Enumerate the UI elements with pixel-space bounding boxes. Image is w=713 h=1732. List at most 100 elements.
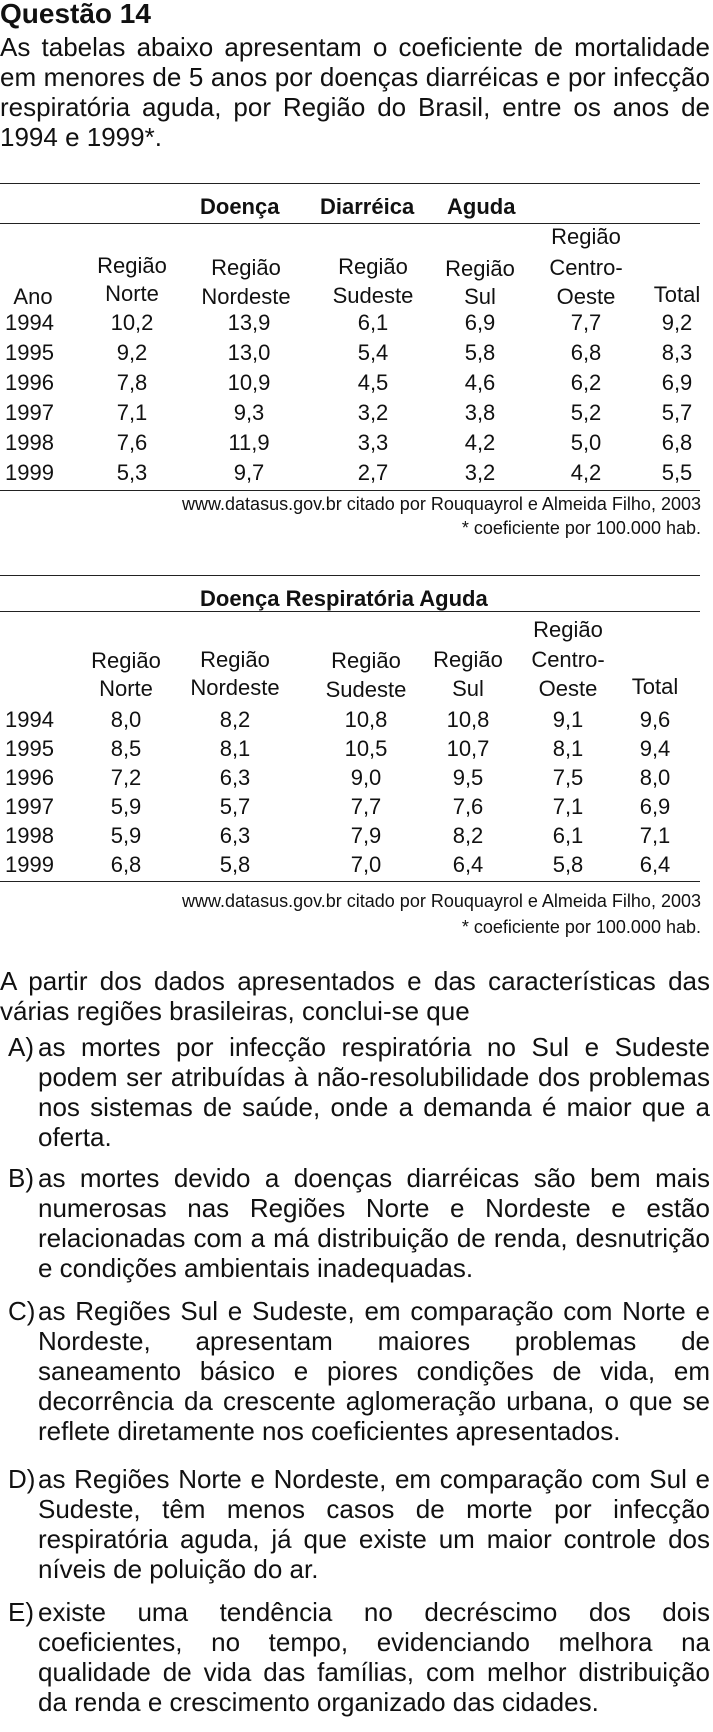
table2-header-total: Total — [631, 674, 679, 699]
table1-caption-1: Doença — [200, 194, 280, 219]
option-e-text: existe uma tendência no decréscimo dos d… — [38, 1597, 710, 1717]
table1-header-ano: Ano — [13, 284, 53, 309]
table2-header-regiao-centro: Região — [533, 617, 603, 642]
table1-bottom-rule — [0, 490, 700, 491]
table1-cell: 7,1 — [116, 400, 148, 425]
table2-cell: 9,4 — [639, 736, 671, 761]
table1-cell: 6,2 — [570, 370, 602, 395]
table2-cell: 9,6 — [639, 707, 671, 732]
table2-cell: 6,8 — [110, 852, 142, 877]
table2-bottom-rule — [0, 881, 700, 882]
table2-row-year: 1999 — [5, 852, 54, 877]
table2-row-year: 1997 — [5, 794, 54, 819]
table1-row-year: 1997 — [5, 400, 54, 425]
table2-cell: 8,1 — [552, 736, 584, 761]
table2-header-regiao-sul: Região — [433, 647, 503, 672]
table1-row-year: 1994 — [5, 310, 54, 335]
table2-caption: Doença Respiratória Aguda — [200, 586, 488, 611]
option-b-letter: B) — [8, 1163, 34, 1193]
table1-header-norte: Norte — [105, 281, 159, 306]
table1-cell: 3,8 — [464, 400, 496, 425]
table2-cell: 10,8 — [446, 707, 490, 732]
table1-cell: 3,2 — [464, 460, 496, 485]
table2-header-sul: Sul — [452, 676, 484, 701]
option-d-letter: D) — [8, 1464, 36, 1494]
table2-cell: 8,1 — [219, 736, 251, 761]
table2-row-year: 1996 — [5, 765, 54, 790]
table1-cell: 10,9 — [227, 370, 271, 395]
table1-header-regiao-sudeste: Região — [338, 254, 408, 279]
table1-cell: 4,2 — [464, 430, 496, 455]
table2-cell: 5,8 — [552, 852, 584, 877]
table2-cell: 6,3 — [219, 765, 251, 790]
table1-row-year: 1998 — [5, 430, 54, 455]
table1-cell: 6,1 — [357, 310, 389, 335]
table1-header-oeste: Oeste — [556, 284, 616, 309]
table2-cell: 7,5 — [552, 765, 584, 790]
table1-cell: 3,2 — [357, 400, 389, 425]
table2-cell: 6,1 — [552, 823, 584, 848]
table2-cell: 6,3 — [219, 823, 251, 848]
table2-header-regiao-sudeste: Região — [331, 648, 401, 673]
table2-cell: 7,1 — [552, 794, 584, 819]
table1-cell: 8,3 — [661, 340, 693, 365]
option-b-text: as mortes devido a doenças diarréicas sã… — [38, 1163, 710, 1283]
table1-caption-2: Diarréica — [320, 194, 415, 219]
table2-cell: 5,7 — [219, 794, 251, 819]
table2-cell: 8,2 — [219, 707, 251, 732]
table1-cell: 7,8 — [116, 370, 148, 395]
table1-header-sul: Sul — [464, 284, 496, 309]
table2-cell: 7,7 — [350, 794, 382, 819]
table2-cell: 7,1 — [639, 823, 671, 848]
option-d-text: as Regiões Norte e Nordeste, em comparaç… — [38, 1464, 710, 1584]
table2-cell: 5,9 — [110, 823, 142, 848]
table2-cell: 10,5 — [344, 736, 388, 761]
table1-cell: 9,7 — [233, 460, 265, 485]
table2-source: www.datasus.gov.br citado por Rouquayrol… — [182, 891, 701, 911]
table2-header-centro: Centro- — [531, 647, 605, 672]
table1-row-year: 1996 — [5, 370, 54, 395]
table1-row-year: 1999 — [5, 460, 54, 485]
table1-cell: 9,2 — [116, 340, 148, 365]
table1-cell: 3,3 — [357, 430, 389, 455]
table1-cell: 6,9 — [464, 310, 496, 335]
option-a-text: as mortes por infecção respiratória no S… — [38, 1032, 710, 1152]
table2-cell: 7,2 — [110, 765, 142, 790]
table2-cell: 9,0 — [350, 765, 382, 790]
table2-header-sudeste: Sudeste — [325, 677, 407, 702]
table2-cell: 5,9 — [110, 794, 142, 819]
table1-cell: 9,3 — [233, 400, 265, 425]
table2-cell: 8,2 — [452, 823, 484, 848]
table1-cell: 6,9 — [661, 370, 693, 395]
table2-cell: 9,5 — [452, 765, 484, 790]
table2-cell: 10,7 — [446, 736, 490, 761]
table2-header-oeste: Oeste — [538, 676, 598, 701]
table1-source: www.datasus.gov.br citado por Rouquayrol… — [182, 494, 701, 514]
table2-row-year: 1995 — [5, 736, 54, 761]
option-a-letter: A) — [8, 1032, 34, 1062]
table2-cell: 8,5 — [110, 736, 142, 761]
table2-header-regiao-nordeste: Região — [200, 647, 270, 672]
table1-caption-3: Aguda — [447, 194, 516, 219]
table2-cell: 6,4 — [452, 852, 484, 877]
table2-cell: 7,6 — [452, 794, 484, 819]
table1-header-regiao-sul: Região — [445, 256, 515, 281]
table2-cell: 6,9 — [639, 794, 671, 819]
table2-top-rule — [0, 575, 700, 576]
table2-cell: 5,8 — [219, 852, 251, 877]
table1-cell: 11,9 — [228, 430, 270, 455]
table1-top-rule — [0, 183, 700, 184]
table2-cell: 7,9 — [350, 823, 382, 848]
table1-cell: 7,6 — [116, 430, 148, 455]
table2-cell: 10,8 — [344, 707, 388, 732]
table1-header-regiao-nordeste: Região — [211, 255, 281, 280]
table2-cell: 6,4 — [639, 852, 671, 877]
table2-header-regiao-norte: Região — [91, 648, 161, 673]
table1-cell: 10,2 — [110, 310, 154, 335]
table2-row-year: 1998 — [5, 823, 54, 848]
question-title: Questão 14 — [0, 0, 151, 29]
table1-header-centro: Centro- — [549, 255, 623, 280]
table2-header-nordeste: Nordeste — [190, 675, 280, 700]
table1-cell: 13,0 — [227, 340, 271, 365]
table1-cell: 13,9 — [227, 310, 271, 335]
